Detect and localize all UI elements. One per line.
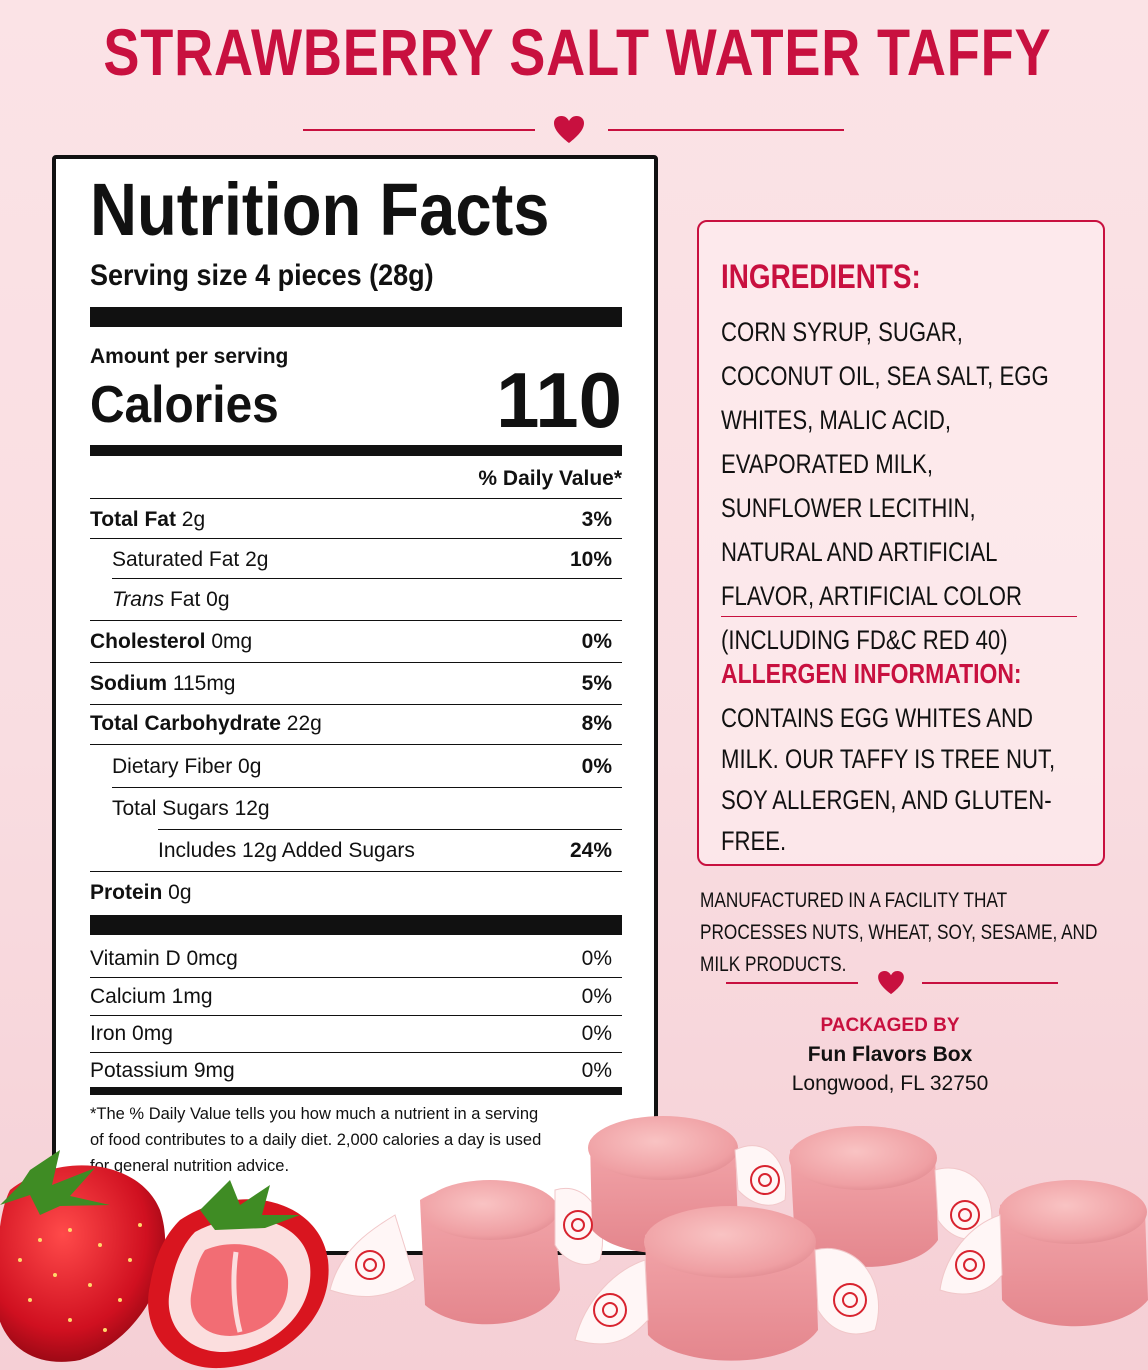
vitamin-label: Potassium 9mg — [90, 1059, 235, 1082]
nutrient-label: Protein — [90, 881, 163, 904]
nutrition-facts-heading: Nutrition Facts — [90, 168, 550, 251]
nutrient-row-sodium: Sodium 115mg 5% — [90, 664, 622, 704]
vitamin-row: Vitamin D 0mcg 0% — [90, 939, 622, 979]
nutrient-amount: 0g — [162, 881, 192, 904]
row-divider — [90, 1015, 622, 1016]
nutrient-amount: Fat 0g — [164, 588, 230, 611]
nutrient-row-protein: Protein 0g — [90, 873, 622, 913]
facility-note: MANUFACTURED IN A FACILITY THAT PROCESSE… — [700, 889, 1098, 976]
page-title: STRAWBERRY SALT WATER TAFFY — [103, 15, 1052, 89]
nutrient-amount: 0g — [232, 755, 262, 778]
nutrition-facts-panel: Nutrition Facts Serving size 4 pieces (2… — [52, 155, 658, 1255]
heart-icon — [554, 116, 584, 143]
vitamin-label: Vitamin D 0mcg — [90, 947, 238, 970]
nutrient-row-trans-fat: Trans Fat 0g — [112, 580, 622, 620]
vitamin-dv: 0% — [581, 947, 612, 970]
heart-icon — [878, 971, 904, 995]
vitamin-row: Calcium 1mg 0% — [90, 977, 622, 1017]
row-divider — [90, 498, 622, 499]
taffy-icon — [789, 1126, 993, 1267]
packaged-by-label: PACKAGED BY — [820, 1015, 960, 1036]
nutrient-row-dietary-fiber: Dietary Fiber 0g 0% — [112, 747, 622, 787]
packager-address: Longwood, FL 32750 — [791, 1072, 989, 1095]
packager-name: Fun Flavors Box — [807, 1043, 973, 1066]
allergen-heading: ALLERGEN INFORMATION: — [721, 658, 1022, 689]
row-divider — [90, 662, 622, 663]
row-divider — [90, 977, 622, 978]
daily-value-header: % Daily Value* — [478, 467, 622, 490]
nutrient-label: Saturated Fat — [112, 548, 240, 571]
nutrient-dv: 24% — [569, 839, 612, 862]
row-divider — [90, 744, 622, 745]
ingredients-divider — [721, 616, 1077, 617]
row-divider — [112, 787, 622, 788]
top-divider-right — [608, 129, 844, 131]
allergen-text: CONTAINS EGG WHITES AND MILK. OUR TAFFY … — [721, 703, 1056, 856]
vitamin-label: Iron 0mg — [90, 1022, 173, 1045]
ingredients-text: CORN SYRUP, SUGAR, COCONUT OIL, SEA SALT… — [721, 317, 1049, 655]
nutrient-label: Trans — [112, 588, 165, 611]
medium-rule — [90, 445, 622, 456]
row-divider — [158, 829, 622, 830]
medium-rule — [90, 1087, 622, 1095]
bottom-divider-right — [922, 982, 1058, 984]
nutrient-dv: 0% — [581, 630, 612, 653]
calories-label: Calories — [90, 376, 279, 434]
nutrient-dv: 0% — [581, 755, 612, 778]
nutrient-row-added-sugars: Includes 12g Added Sugars 24% — [158, 831, 622, 871]
thick-rule — [90, 307, 622, 327]
row-divider — [90, 620, 622, 621]
amount-per-serving: Amount per serving — [90, 345, 289, 368]
vitamin-dv: 0% — [581, 1059, 612, 1082]
nutrient-row-total-carbohydrate: Total Carbohydrate 22g 8% — [90, 704, 622, 744]
row-divider — [90, 871, 622, 872]
nutrient-row-saturated-fat: Saturated Fat 2g 10% — [112, 540, 622, 580]
nutrient-dv: 8% — [581, 712, 612, 735]
nutrient-label: Total Fat — [90, 508, 176, 531]
row-divider — [90, 1052, 622, 1053]
nutrient-amount: 2g — [175, 508, 206, 531]
nutrient-amount: 22g — [280, 712, 322, 735]
ingredients-heading: INGREDIENTS: — [721, 258, 921, 296]
nutrient-label: Sodium — [90, 672, 167, 695]
nutrient-row-total-sugars: Total Sugars 12g — [112, 789, 622, 829]
vitamin-row: Iron 0mg 0% — [90, 1014, 622, 1054]
bottom-divider-left — [726, 982, 858, 984]
vitamin-row: Potassium 9mg 0% — [90, 1051, 622, 1091]
nutrient-label: Includes 12g Added Sugars — [158, 839, 415, 862]
vitamin-label: Calcium 1mg — [90, 985, 213, 1008]
top-divider-left — [303, 129, 535, 131]
thick-rule — [90, 915, 622, 935]
row-divider — [112, 578, 622, 579]
nutrient-dv: 10% — [569, 548, 612, 571]
row-divider — [90, 538, 622, 539]
nutrient-amount: 12g — [228, 797, 270, 820]
daily-value-footnote: *The % Daily Value tells you how much a … — [90, 1105, 542, 1175]
nutrient-amount: 0mg — [205, 630, 253, 653]
nutrient-row-cholesterol: Cholesterol 0mg 0% — [90, 622, 622, 662]
nutrient-amount: 2g — [239, 548, 269, 571]
nutrient-dv: 3% — [581, 508, 612, 531]
calories-value: 110 — [496, 356, 622, 444]
nutrient-label: Total Carbohydrate — [90, 712, 281, 735]
nutrient-label: Dietary Fiber — [112, 755, 233, 778]
nutrient-label: Cholesterol — [90, 630, 206, 653]
serving-size: Serving size 4 pieces (28g) — [90, 259, 434, 292]
row-divider — [90, 704, 622, 705]
nutrient-label: Total Sugars — [112, 797, 229, 820]
taffy-icon — [939, 1180, 1148, 1327]
nutrient-row-total-fat: Total Fat 2g 3% — [90, 500, 622, 540]
vitamin-dv: 0% — [581, 985, 612, 1008]
nutrient-dv: 5% — [581, 672, 612, 695]
vitamin-dv: 0% — [581, 1022, 612, 1045]
nutrient-amount: 115mg — [167, 672, 236, 695]
ingredients-panel: INGREDIENTS: CORN SYRUP, SUGAR, COCONUT … — [697, 220, 1105, 866]
